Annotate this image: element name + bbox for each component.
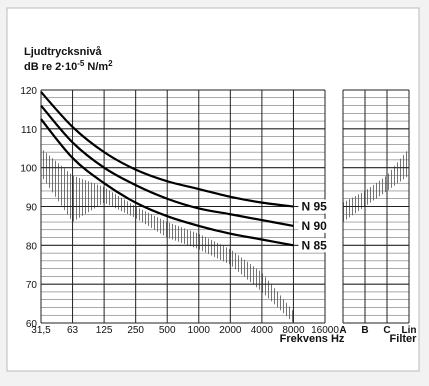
y-tick-label: 80	[26, 241, 38, 252]
x-tick-label: 500	[159, 325, 176, 336]
x-tick-label: 1000	[188, 325, 211, 336]
x-tick-label: 31,5	[31, 325, 51, 336]
filter-tick-label: A	[339, 325, 346, 336]
series-layer	[40, 91, 294, 247]
series-label-bg	[298, 199, 335, 214]
filter-tick-label: C	[383, 325, 390, 336]
chart-title-line1: Ljudtrycksnivå	[24, 46, 103, 58]
filter-tick-label: Lin	[402, 325, 417, 336]
x-tick-label: 16000	[311, 325, 339, 336]
x-axis-label: Frekvens Hz	[280, 333, 345, 345]
series-label: N 85	[301, 238, 327, 252]
x-tick-label: 4000	[251, 325, 274, 336]
filter-axis-label: Filter	[390, 333, 418, 345]
label-layer: 60 70 80 90 100 110 120 31,5 63 125 250 500 1000 2000…	[20, 86, 416, 336]
series-line	[40, 91, 294, 208]
y-tick-label: 60	[26, 319, 38, 330]
y-tick-label: 70	[26, 280, 38, 291]
x-tick-label: 2000	[219, 325, 242, 336]
y-tick-label: 110	[21, 125, 37, 136]
x-tick-label: 250	[127, 325, 144, 336]
x-tick-label: 125	[96, 325, 113, 336]
y-tick-label: 90	[26, 203, 38, 214]
x-tick-label: 63	[67, 325, 79, 336]
series-label-bg	[298, 218, 335, 233]
x-tick-label: 8000	[282, 325, 305, 336]
grid-layer	[40, 89, 410, 324]
chart-title-line2: dB re 2·10-5 N/m2	[24, 59, 113, 73]
series-label: N 95	[301, 200, 327, 214]
series-line	[40, 104, 294, 227]
y-tick-label: 100	[20, 164, 37, 175]
series-label-bg	[298, 238, 335, 253]
series-line	[40, 118, 294, 247]
filter-tick-label: B	[361, 325, 368, 336]
series-label: N 90	[301, 219, 327, 233]
filter-shaded-band	[343, 148, 409, 223]
y-tick-label: 120	[20, 86, 37, 97]
